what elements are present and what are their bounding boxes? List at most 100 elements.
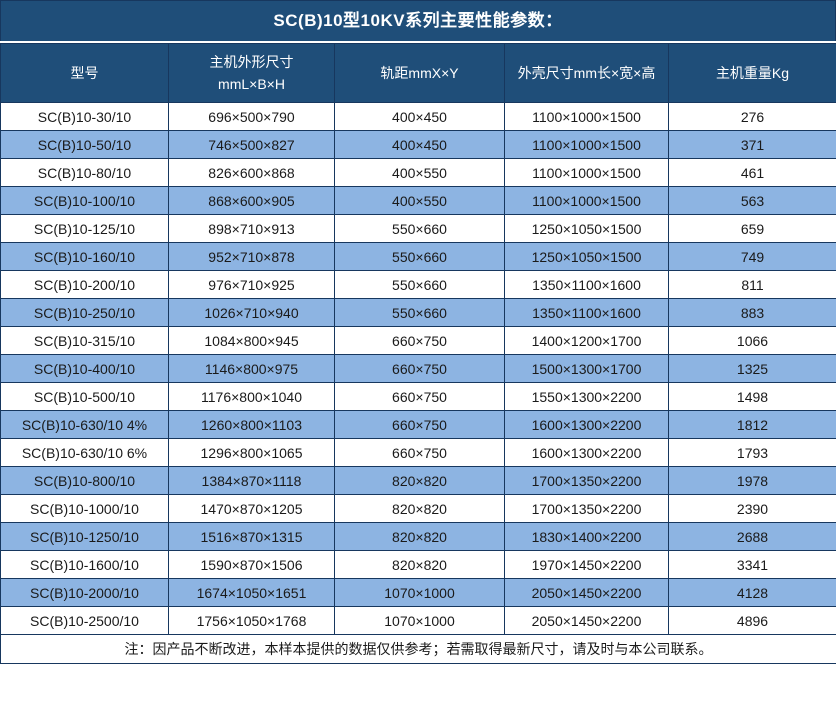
table-cell: 2688 xyxy=(668,522,836,551)
table-row: SC(B)10-100/10 868×600×905 400×550 1100×100… xyxy=(0,186,836,215)
table-cell: 1250×1050×1500 xyxy=(504,214,669,243)
table-cell: SC(B)10-800/10 xyxy=(0,466,169,495)
table-cell: 820×820 xyxy=(334,550,505,579)
table-row: SC(B)10-630/10 4% 1260×800×1103 660×750 160… xyxy=(0,410,836,439)
table-cell: 1674×1050×1651 xyxy=(168,578,335,607)
table-cell: 1812 xyxy=(668,410,836,439)
table-cell: 1350×1100×1600 xyxy=(504,270,669,299)
table-cell: 4128 xyxy=(668,578,836,607)
table-cell: 1978 xyxy=(668,466,836,495)
table-row: SC(B)10-630/10 6% 1296×800×1065 660×750 160… xyxy=(0,438,836,467)
table-cell: 3341 xyxy=(668,550,836,579)
table-cell: 1084×800×945 xyxy=(168,326,335,355)
table-cell: 1830×1400×2200 xyxy=(504,522,669,551)
table-cell: 1384×870×1118 xyxy=(168,466,335,495)
table-cell: 1550×1300×2200 xyxy=(504,382,669,411)
table-cell: 659 xyxy=(668,214,836,243)
table-cell: 400×550 xyxy=(334,186,505,215)
table-cell: SC(B)10-1000/10 xyxy=(0,494,169,523)
table-row: SC(B)10-500/10 1176×800×1040 660×750 1550×1… xyxy=(0,382,836,411)
table-header: 型号 主机外形尺寸 mmL×B×H 轨距mmX×Y 外壳尺寸mm长×宽×高 主机重量Kg xyxy=(0,43,836,103)
table-cell: 563 xyxy=(668,186,836,215)
table-cell: 2050×1450×2200 xyxy=(504,578,669,607)
table-row: SC(B)10-1000/10 1470×870×1205 820×820 1700×… xyxy=(0,494,836,523)
column-header: 型号 xyxy=(0,43,169,103)
table-cell: 1070×1000 xyxy=(334,606,505,635)
table-cell: 1325 xyxy=(668,354,836,383)
table-cell: 400×450 xyxy=(334,102,505,131)
title-separator xyxy=(0,41,836,43)
table-cell: 1793 xyxy=(668,438,836,467)
table-cell: 1700×1350×2200 xyxy=(504,466,669,495)
table-cell: 660×750 xyxy=(334,410,505,439)
table-cell: 400×550 xyxy=(334,158,505,187)
table-cell: 1146×800×975 xyxy=(168,354,335,383)
table-cell: 276 xyxy=(668,102,836,131)
footnote: 注：因产品不断改进，本样本提供的数据仅供参考；若需取得最新尺寸，请及时与本公司联… xyxy=(0,634,836,664)
table-cell: 461 xyxy=(668,158,836,187)
table-cell: 1700×1350×2200 xyxy=(504,494,669,523)
table-cell: SC(B)10-2500/10 xyxy=(0,606,169,635)
table-cell: SC(B)10-250/10 xyxy=(0,298,169,327)
table-cell: 1026×710×940 xyxy=(168,298,335,327)
table-cell: 1100×1000×1500 xyxy=(504,102,669,131)
page-title: SC(B)10型10KV系列主要性能参数： xyxy=(0,0,836,41)
table-cell: 952×710×878 xyxy=(168,242,335,271)
table-cell: 1756×1050×1768 xyxy=(168,606,335,635)
table-cell: 1470×870×1205 xyxy=(168,494,335,523)
column-header: 轨距mmX×Y xyxy=(334,43,505,103)
table-cell: 660×750 xyxy=(334,354,505,383)
table-cell: SC(B)10-500/10 xyxy=(0,382,169,411)
table-cell: 660×750 xyxy=(334,438,505,467)
table-cell: 4896 xyxy=(668,606,836,635)
table-cell: 1176×800×1040 xyxy=(168,382,335,411)
table-row: SC(B)10-80/10 826×600×868 400×550 1100×1000… xyxy=(0,158,836,187)
table-cell: 1498 xyxy=(668,382,836,411)
table-row: SC(B)10-250/10 1026×710×940 550×660 1350×11… xyxy=(0,298,836,327)
table-cell: 550×660 xyxy=(334,270,505,299)
table-cell: 1296×800×1065 xyxy=(168,438,335,467)
table-row: SC(B)10-2500/10 1756×1050×1768 1070×1000 20… xyxy=(0,606,836,635)
table-cell: 550×660 xyxy=(334,298,505,327)
table-cell: SC(B)10-100/10 xyxy=(0,186,169,215)
table-cell: 826×600×868 xyxy=(168,158,335,187)
table-cell: 1260×800×1103 xyxy=(168,410,335,439)
table-cell: 820×820 xyxy=(334,494,505,523)
footer-row: 注：因产品不断改进，本样本提供的数据仅供参考；若需取得最新尺寸，请及时与本公司联… xyxy=(0,634,836,664)
table-body: SC(B)10-30/10 696×500×790 400×450 1100×1000… xyxy=(0,102,836,635)
table-cell: 976×710×925 xyxy=(168,270,335,299)
table-row: SC(B)10-1600/10 1590×870×1506 820×820 1970×… xyxy=(0,550,836,579)
table-row: SC(B)10-315/10 1084×800×945 660×750 1400×12… xyxy=(0,326,836,355)
table-cell: SC(B)10-630/10 6% xyxy=(0,438,169,467)
table-cell: 1250×1050×1500 xyxy=(504,242,669,271)
table-cell: 400×450 xyxy=(334,130,505,159)
table-cell: 1970×1450×2200 xyxy=(504,550,669,579)
header-row: 型号 主机外形尺寸 mmL×B×H 轨距mmX×Y 外壳尺寸mm长×宽×高 主机重量Kg xyxy=(0,43,836,103)
table-row: SC(B)10-1250/10 1516×870×1315 820×820 1830×… xyxy=(0,522,836,551)
table-cell: 660×750 xyxy=(334,382,505,411)
column-header: 主机重量Kg xyxy=(668,43,836,103)
table-cell: SC(B)10-30/10 xyxy=(0,102,169,131)
table-cell: 1600×1300×2200 xyxy=(504,438,669,467)
table-cell: 1500×1300×1700 xyxy=(504,354,669,383)
table-row: SC(B)10-50/10 746×500×827 400×450 1100×1000… xyxy=(0,130,836,159)
table-row: SC(B)10-30/10 696×500×790 400×450 1100×1000… xyxy=(0,102,836,131)
table-cell: 1590×870×1506 xyxy=(168,550,335,579)
table-row: SC(B)10-400/10 1146×800×975 660×750 1500×13… xyxy=(0,354,836,383)
table-cell: 820×820 xyxy=(334,466,505,495)
table-cell: 2390 xyxy=(668,494,836,523)
table-cell: 1066 xyxy=(668,326,836,355)
table-cell: 1100×1000×1500 xyxy=(504,158,669,187)
table-cell: 696×500×790 xyxy=(168,102,335,131)
table-row: SC(B)10-2000/10 1674×1050×1651 1070×1000 20… xyxy=(0,578,836,607)
table-cell: 868×600×905 xyxy=(168,186,335,215)
table-cell: 1350×1100×1600 xyxy=(504,298,669,327)
table-row: SC(B)10-160/10 952×710×878 550×660 1250×105… xyxy=(0,242,836,271)
column-header: 主机外形尺寸 mmL×B×H xyxy=(168,43,335,103)
table-cell: 1400×1200×1700 xyxy=(504,326,669,355)
table-cell: 550×660 xyxy=(334,242,505,271)
table-cell: SC(B)10-160/10 xyxy=(0,242,169,271)
table-cell: SC(B)10-1250/10 xyxy=(0,522,169,551)
table-cell: SC(B)10-315/10 xyxy=(0,326,169,355)
table-cell: SC(B)10-630/10 4% xyxy=(0,410,169,439)
